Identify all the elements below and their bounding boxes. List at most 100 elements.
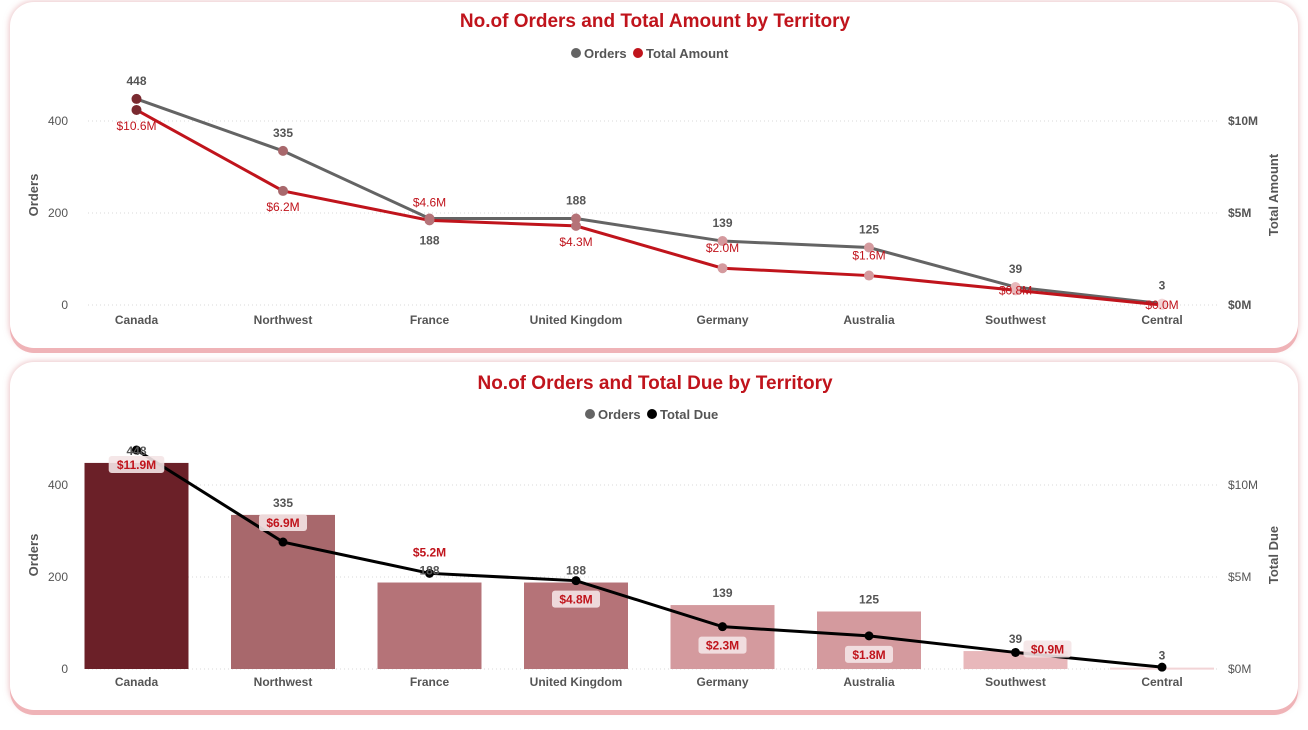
data-label-orders-france: 188 [419,234,439,248]
legend: Orders Total Amount [571,46,729,61]
legend-marker-total-due [647,409,657,419]
x-tick-label-central: Central [1141,313,1182,327]
data-label-total-due-germany: $2.3M [706,639,739,653]
data-label-orders-northwest: 335 [273,496,293,510]
point-total-due-canada [132,445,141,455]
legend-marker-orders [585,409,595,419]
data-label-bg-total-due-germany [698,636,747,654]
y2-axis-title: Total Due [1266,526,1281,584]
data-label-total-amount-canada: $10.6M [116,119,156,133]
data-label-total-amount-france: $4.6M [413,195,446,209]
x-tick-label-canada: Canada [115,675,159,689]
data-label-orders-canada: 448 [126,74,146,88]
y-axis-title: Orders [26,534,41,577]
point-total-due-northwest [278,537,288,547]
chart-orders-total-amount: No.of Orders and Total Amount by Territo… [26,11,1281,327]
point-total-amount-central [1157,300,1167,310]
y2-tick-label: $5M [1228,570,1251,584]
chart-title: No.of Orders and Total Amount by Territo… [460,11,851,32]
series-line-total-amount [135,108,1163,307]
x-tick-label-germany: Germany [696,313,748,327]
y-axis-title: Orders [26,174,41,217]
chart-orders-total-due: No.of Orders and Total Due by Territory … [26,373,1281,689]
legend-marker-orders [571,48,581,58]
data-label-orders-northwest: 335 [273,126,293,140]
point-total-due-united-kingdom [571,576,581,586]
point-total-amount-northwest [278,185,288,196]
data-label-total-due-australia: $1.8M [852,648,885,662]
data-label-total-due-northwest: $6.9M [266,516,299,530]
point-total-amount-canada [131,104,142,115]
point-total-due-central [1157,662,1167,672]
data-label-total-amount-germany: $2.0M [706,241,739,255]
bar-orders-france [377,582,482,669]
data-label-total-amount-united-kingdom: $4.3M [559,235,592,249]
point-total-due-southwest [1011,647,1020,657]
y2-tick-label: $0M [1228,662,1251,676]
y-tick-label: 200 [48,206,68,220]
chart-card-total-due: No.of Orders and Total Due by Territory … [10,362,1298,710]
data-label-total-amount-australia: $1.6M [852,249,885,263]
point-orders-united-kingdom [571,213,581,224]
data-label-orders-australia: 125 [859,593,879,607]
data-label-orders-central: 3 [1159,279,1166,293]
x-tick-label-australia: Australia [843,313,895,327]
point-total-due-germany [718,622,727,632]
data-label-orders-germany: 139 [712,216,732,230]
data-label-orders-united-kingdom: 188 [566,564,586,578]
data-label-bg-total-due-canada [108,456,165,474]
x-tick-label-northwest: Northwest [254,675,313,689]
data-label-total-due-united-kingdom: $4.8M [559,593,592,607]
y2-tick-label: $10M [1228,114,1258,128]
point-total-amount-france [424,215,435,226]
x-tick-label-france: France [410,313,450,327]
y2-tick-label: $0M [1228,298,1251,312]
data-label-orders-southwest: 39 [1009,632,1023,646]
data-label-bg-total-due-northwest [259,514,307,532]
x-tick-label-united-kingdom: United Kingdom [530,675,623,689]
bar-orders-canada [84,462,189,669]
point-orders-germany [717,236,728,247]
point-total-amount-germany [717,263,728,274]
data-label-total-due-france: $5.2M [413,545,446,559]
data-label-orders-germany: 139 [712,586,732,600]
x-tick-label-southwest: Southwest [985,313,1046,327]
y2-tick-label: $10M [1228,478,1258,492]
point-total-amount-australia [864,270,874,281]
x-tick-label-germany: Germany [696,675,748,689]
x-tick-label-canada: Canada [115,313,159,327]
data-label-orders-australia: 125 [859,223,879,237]
data-label-orders-france: 188 [419,564,439,578]
series-line-orders [135,97,1163,306]
y-tick-label: 400 [48,114,68,128]
y-tick-label: 400 [48,478,68,492]
point-orders-northwest [278,145,288,156]
data-label-orders-central: 3 [1159,649,1166,663]
x-tick-label-united-kingdom: United Kingdom [530,313,623,327]
x-tick-label-central: Central [1141,675,1182,689]
x-tick-label-southwest: Southwest [985,675,1046,689]
y2-axis-title: Total Amount [1266,153,1281,236]
legend-label-total-due: Total Due [660,407,718,422]
data-label-orders-canada: 448 [126,444,146,458]
data-label-total-amount-northwest: $6.2M [266,200,299,214]
point-orders-australia [864,242,874,253]
legend: Orders Total Due [585,407,718,422]
y-tick-label: 0 [61,662,68,676]
point-total-amount-southwest [1010,285,1021,296]
chart-title: No.of Orders and Total Due by Territory [477,373,832,394]
x-tick-label-australia: Australia [843,675,895,689]
x-tick-label-france: France [410,675,450,689]
y-tick-label: 200 [48,570,68,584]
data-label-total-amount-southwest: $0.8M [999,283,1032,297]
legend-label-orders: Orders [598,407,641,422]
point-total-due-australia [864,631,874,641]
data-label-total-due-southwest: $0.9M [1031,642,1064,656]
legend-label-orders: Orders [584,46,627,61]
data-label-total-amount-central: $0.0M [1145,298,1178,312]
data-label-bg-total-due-southwest [1023,640,1072,658]
legend-marker-total-amount [633,48,643,58]
data-label-bg-total-due-united-kingdom [552,590,600,608]
chart-card-total-amount: No.of Orders and Total Amount by Territo… [10,2,1298,348]
series-line-total-due [135,448,1163,669]
